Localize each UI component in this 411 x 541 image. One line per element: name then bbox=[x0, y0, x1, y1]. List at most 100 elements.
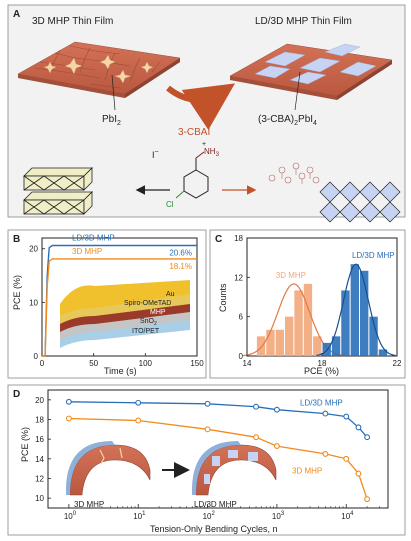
panel-d-series: LD/3D MHP 3D MHP bbox=[65, 398, 371, 503]
d-point bbox=[364, 434, 371, 441]
c-series-name: LD/3D MHP bbox=[352, 251, 395, 260]
cba-molecule: I− NH3 + Cl bbox=[152, 141, 220, 209]
b-xtick-label: 50 bbox=[89, 359, 98, 368]
pbi2-label: PbI2 bbox=[102, 114, 121, 127]
c-bar bbox=[369, 316, 378, 356]
arrow-label: 3-CBAI bbox=[178, 127, 210, 138]
layer-ito: ITO/PET bbox=[132, 328, 160, 335]
d-point bbox=[355, 470, 362, 477]
c-bar bbox=[285, 316, 294, 356]
panel-b-xlabel: Time (s) bbox=[104, 366, 137, 376]
b-series-value: 18.1% bbox=[169, 262, 192, 271]
panel-a-letter: A bbox=[13, 9, 20, 20]
c-ytick-label: 0 bbox=[239, 352, 244, 361]
ammonium-label: NH3 bbox=[204, 147, 220, 158]
ld-leader bbox=[294, 71, 301, 111]
c-bar bbox=[350, 264, 359, 356]
b-xtick-label: 150 bbox=[190, 359, 204, 368]
d-point bbox=[135, 399, 142, 406]
layer-mhp: MHP bbox=[150, 309, 166, 316]
b-ytick-label: 10 bbox=[29, 298, 38, 307]
d-series-name: LD/3D MHP bbox=[300, 399, 343, 408]
panel-c: C 3D MHP LD/3D MHP 14 18 22 0 6 12 18 PCE (%) C… bbox=[209, 229, 406, 379]
panel-c-bars: 3D MHP LD/3D MHP bbox=[242, 251, 396, 357]
panel-c-letter: C bbox=[215, 234, 222, 245]
d-ytick-label: 14 bbox=[35, 455, 44, 464]
panel-d-ylabel: PCE (%) bbox=[20, 427, 30, 462]
pbi2-leader bbox=[111, 74, 116, 111]
d-point bbox=[135, 417, 142, 424]
right-film-title: LD/3D MHP Thin Film bbox=[255, 16, 352, 27]
ammonium-charge: + bbox=[202, 141, 206, 148]
d-point bbox=[355, 424, 362, 431]
octahedra-3d bbox=[23, 167, 93, 215]
d-point bbox=[343, 413, 350, 420]
d-ytick-label: 16 bbox=[35, 435, 44, 444]
d-point bbox=[273, 406, 280, 413]
device-stack: Au Spiro-OMeTAD MHP SnO2 ITO/PET bbox=[60, 280, 190, 348]
c-ytick-label: 6 bbox=[239, 313, 244, 322]
d-point bbox=[322, 450, 329, 457]
d-series-name: 3D MHP bbox=[292, 467, 322, 476]
d-point bbox=[253, 403, 259, 410]
c-xtick-label: 14 bbox=[243, 359, 252, 368]
d-ytick-label: 18 bbox=[35, 416, 44, 425]
d-point bbox=[204, 426, 211, 433]
c-bar bbox=[313, 336, 322, 356]
b-series-name: LD/3D MHP bbox=[72, 234, 115, 243]
panel-c-ylabel: Counts bbox=[218, 283, 228, 312]
octahedra-ld bbox=[268, 162, 401, 223]
layer-au: Au bbox=[166, 291, 175, 298]
c-bar bbox=[266, 329, 275, 356]
c-ytick-label: 18 bbox=[234, 234, 243, 243]
layer-sno2: SnO2 bbox=[140, 318, 157, 327]
d-point bbox=[253, 434, 259, 441]
b-ytick-label: 20 bbox=[29, 245, 38, 254]
panel-b-ylabel: PCE (%) bbox=[12, 275, 22, 310]
bending-inset: 3D MHP LD/3D MHP bbox=[65, 441, 277, 509]
c-xtick-label: 18 bbox=[318, 359, 327, 368]
d-ytick-label: 12 bbox=[35, 475, 44, 484]
b-xtick-label: 0 bbox=[40, 359, 45, 368]
d-xtick-label: 102 bbox=[203, 511, 216, 521]
left-film-title: 3D MHP Thin Film bbox=[32, 16, 113, 27]
film-3d bbox=[17, 41, 181, 98]
c-bar bbox=[303, 283, 313, 356]
c-ytick-label: 12 bbox=[234, 273, 243, 282]
b-xtick-label: 100 bbox=[139, 359, 153, 368]
c-bar bbox=[275, 329, 284, 356]
c-fit-curve bbox=[316, 263, 396, 357]
c-series-name: 3D MHP bbox=[276, 271, 306, 280]
c-bar bbox=[322, 342, 331, 356]
panel-d-letter: D bbox=[13, 389, 20, 400]
panel-c-xlabel: PCE (%) bbox=[304, 366, 339, 376]
d-point bbox=[343, 455, 350, 462]
c-bar bbox=[360, 270, 369, 356]
b-series-value: 20.6% bbox=[169, 249, 192, 258]
b-ytick-label: 0 bbox=[34, 352, 39, 361]
c-xtick-label: 22 bbox=[393, 359, 402, 368]
b-series-name: 3D MHP bbox=[72, 247, 102, 256]
iodide-label: I− bbox=[152, 149, 159, 160]
c-bar bbox=[331, 336, 341, 356]
panel-d: D 100 101 102 103 104 10 12 14 16 18 20 Tension-On… bbox=[7, 384, 406, 536]
d-xtick-label: 103 bbox=[272, 511, 285, 521]
ld-phase-label: (3-CBA)2PbI4 bbox=[258, 114, 317, 127]
d-xtick-label: 100 bbox=[64, 511, 77, 521]
inset-right-label: LD/3D MHP bbox=[194, 500, 237, 509]
chloro-label: Cl bbox=[166, 200, 174, 209]
c-bar bbox=[378, 349, 388, 356]
panel-d-ticks: 100 101 102 103 104 10 12 14 16 18 20 bbox=[35, 396, 380, 521]
d-ytick-label: 10 bbox=[35, 494, 44, 503]
c-bar bbox=[256, 336, 266, 356]
d-xtick-label: 101 bbox=[133, 511, 146, 521]
panel-a: A 3D MHP Thin Film LD/3D MHP Thin Film P… bbox=[7, 4, 406, 223]
reaction-arrow bbox=[166, 83, 235, 130]
panel-b-letter: B bbox=[13, 234, 20, 245]
d-point bbox=[65, 415, 72, 422]
film-ld3d bbox=[229, 43, 393, 100]
d-point bbox=[204, 400, 211, 407]
layer-spiro: Spiro-OMeTAD bbox=[124, 300, 171, 307]
d-point bbox=[65, 398, 72, 405]
